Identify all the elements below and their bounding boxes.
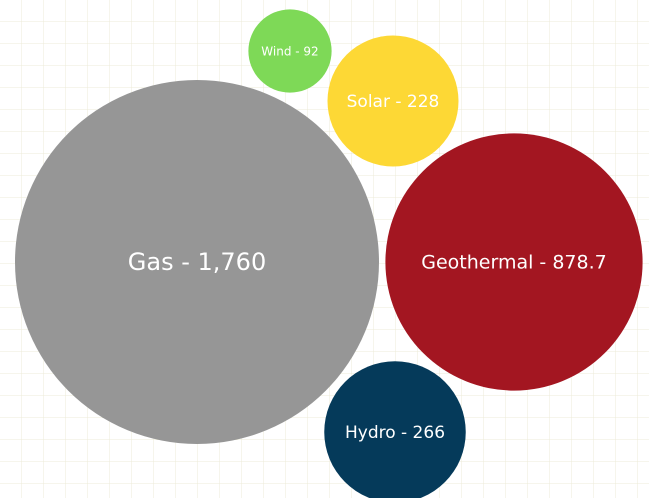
bubble-label: Solar - 228 bbox=[347, 92, 440, 112]
bubble bbox=[248, 9, 332, 93]
bubble bbox=[15, 80, 379, 444]
bubble-label: Geothermal - 878.7 bbox=[421, 252, 606, 274]
bubble bbox=[385, 133, 643, 391]
bubble-label: Hydro - 266 bbox=[345, 423, 445, 443]
bubble-label: Gas - 1,760 bbox=[128, 248, 266, 276]
bubble bbox=[324, 361, 466, 498]
bubble bbox=[327, 35, 459, 167]
bubble-label: Wind - 92 bbox=[261, 45, 318, 59]
